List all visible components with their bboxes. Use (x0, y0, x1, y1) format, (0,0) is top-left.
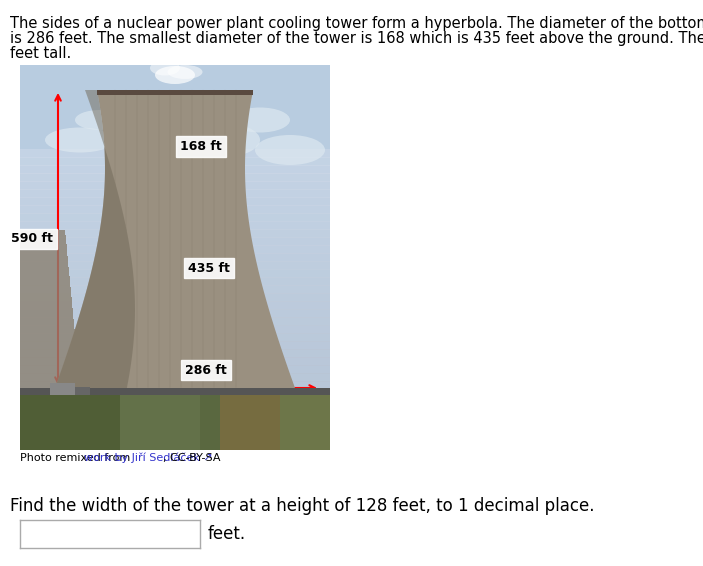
Bar (20, 341, 330, 350)
Text: is 286 feet. The smallest diameter of the tower is 168 which is 435 feet above t: is 286 feet. The smallest diameter of th… (10, 31, 703, 46)
Bar (20, 189, 330, 198)
Ellipse shape (45, 127, 115, 152)
Bar (20, 221, 330, 230)
Bar (20, 181, 330, 190)
Bar (220, 388, 280, 450)
Bar (20, 388, 330, 450)
Bar (20, 261, 330, 270)
Bar (280, 388, 330, 450)
Bar (20, 325, 330, 334)
Bar (50, 383, 75, 395)
Text: feet tall.: feet tall. (10, 46, 71, 62)
Text: 286 ft: 286 ft (185, 363, 227, 376)
Bar (20, 245, 330, 254)
Ellipse shape (255, 135, 325, 165)
Bar (20, 301, 330, 310)
Text: work by Jiří Sedláček ↗: work by Jiří Sedláček ↗ (84, 453, 213, 464)
Bar (20, 333, 330, 342)
Bar (20, 213, 330, 222)
Bar (20, 293, 330, 302)
Bar (20, 165, 330, 174)
Text: Find the width of the tower at a height of 128 feet, to 1 decimal place.: Find the width of the tower at a height … (10, 497, 594, 515)
Bar (20, 237, 330, 246)
Ellipse shape (155, 100, 205, 120)
Bar (20, 173, 330, 182)
Ellipse shape (155, 66, 195, 84)
Ellipse shape (180, 122, 260, 157)
Bar (20, 388, 120, 450)
Bar (20, 317, 330, 326)
Bar (20, 157, 330, 166)
Polygon shape (55, 90, 135, 388)
Bar (20, 229, 330, 238)
Bar (20, 277, 330, 286)
Bar (20, 373, 330, 382)
Text: 435 ft: 435 ft (188, 261, 230, 275)
Ellipse shape (150, 61, 180, 75)
Bar (20, 357, 330, 366)
Text: Photo remixed from: Photo remixed from (20, 453, 134, 463)
Text: feet.: feet. (208, 525, 246, 543)
Ellipse shape (75, 110, 125, 130)
Bar (75, 387, 90, 395)
Text: The sides of a nuclear power plant cooling tower form a hyperbola. The diameter : The sides of a nuclear power plant cooli… (10, 16, 703, 31)
Bar (20, 349, 330, 358)
Bar (20, 253, 330, 262)
Bar (20, 285, 330, 294)
Text: 168 ft: 168 ft (180, 140, 221, 153)
Bar (20, 149, 330, 158)
Bar (20, 205, 330, 214)
Bar (20, 269, 330, 278)
Bar (20, 381, 330, 390)
Text: 590 ft: 590 ft (11, 233, 53, 246)
Bar (20, 197, 330, 206)
Bar (20, 65, 330, 390)
Polygon shape (55, 90, 295, 388)
Bar (20, 309, 330, 318)
Bar (20, 365, 330, 374)
Ellipse shape (230, 108, 290, 132)
Ellipse shape (167, 65, 202, 79)
Bar (120, 388, 200, 450)
Text: , CC-BY-SA: , CC-BY-SA (163, 453, 220, 463)
